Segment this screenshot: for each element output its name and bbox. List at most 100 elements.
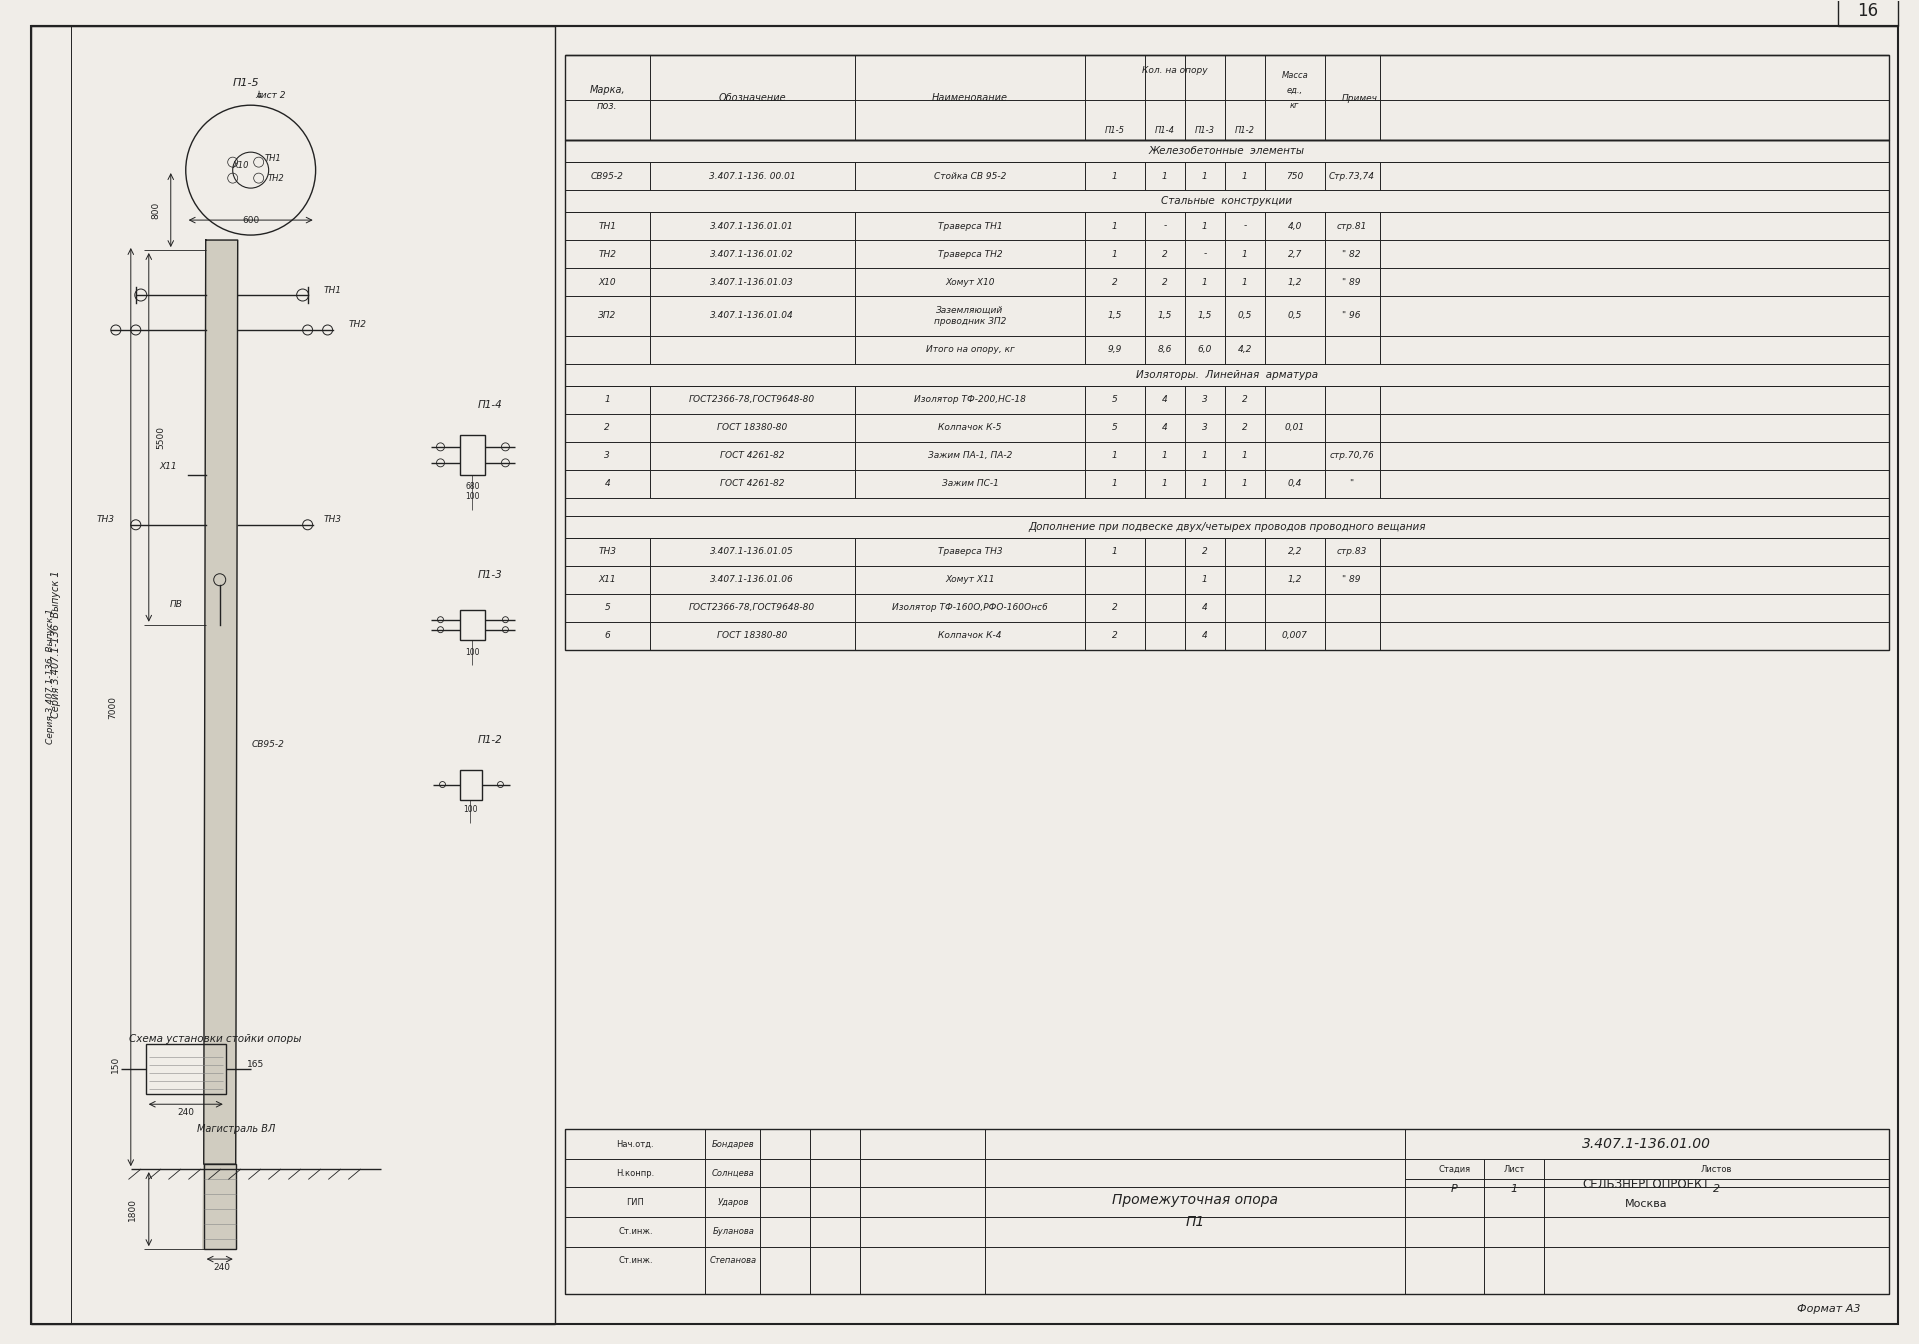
Text: кг: кг <box>1290 101 1299 110</box>
Text: 6: 6 <box>604 632 610 640</box>
Text: 6,0: 6,0 <box>1197 345 1213 355</box>
Text: 680: 680 <box>464 482 480 492</box>
Text: 3: 3 <box>1201 423 1207 433</box>
Text: 4: 4 <box>1201 603 1207 613</box>
Text: X10: X10 <box>599 277 616 286</box>
Bar <box>566 140 1888 649</box>
Text: Колпачок К-5: Колпачок К-5 <box>938 423 1002 433</box>
Text: 2: 2 <box>1161 277 1167 286</box>
Text: ГОСТ2366-78,ГОСТ9648-80: ГОСТ2366-78,ГОСТ9648-80 <box>689 395 816 405</box>
Text: TH2: TH2 <box>599 250 616 258</box>
Text: 1,2: 1,2 <box>1288 277 1301 286</box>
Text: Листов: Листов <box>1700 1165 1733 1173</box>
Text: 2: 2 <box>1242 423 1247 433</box>
Text: Зажим ПС-1: Зажим ПС-1 <box>942 480 998 488</box>
Text: Буланова: Буланова <box>712 1227 754 1235</box>
Text: П1-2: П1-2 <box>1234 126 1255 134</box>
Text: 4,2: 4,2 <box>1238 345 1251 355</box>
Text: Формат А3: Формат А3 <box>1798 1304 1861 1314</box>
Bar <box>566 55 1888 140</box>
Text: 1: 1 <box>1201 277 1207 286</box>
Text: 1: 1 <box>1242 250 1247 258</box>
Text: П1-5: П1-5 <box>1105 126 1125 134</box>
Text: 1: 1 <box>1242 480 1247 488</box>
Text: 5: 5 <box>1111 423 1117 433</box>
Text: Ст.инж.: Ст.инж. <box>618 1255 652 1265</box>
Bar <box>461 435 486 474</box>
Text: 100: 100 <box>464 648 480 657</box>
Text: ГОСТ 18380-80: ГОСТ 18380-80 <box>718 632 787 640</box>
Text: -: - <box>1203 250 1207 258</box>
Text: Ударов: Ударов <box>718 1198 748 1207</box>
Text: 3: 3 <box>1201 395 1207 405</box>
Text: Хомут X10: Хомут X10 <box>946 277 994 286</box>
Text: 3.407.1-136.01.06: 3.407.1-136.01.06 <box>710 575 794 585</box>
Text: TH2: TH2 <box>349 320 367 329</box>
Text: 1: 1 <box>1111 452 1117 461</box>
Text: Стойка CB 95-2: Стойка CB 95-2 <box>935 172 1006 180</box>
Text: 1: 1 <box>1161 480 1167 488</box>
Text: 4: 4 <box>1161 395 1167 405</box>
Text: TH2: TH2 <box>267 173 284 183</box>
Text: 1: 1 <box>1201 480 1207 488</box>
Text: 1: 1 <box>1242 277 1247 286</box>
Text: ГИП: ГИП <box>626 1198 645 1207</box>
Text: 600: 600 <box>242 215 259 224</box>
Text: ед.,: ед., <box>1286 86 1303 94</box>
Text: 7000: 7000 <box>107 696 117 719</box>
Text: " 82: " 82 <box>1343 250 1361 258</box>
Text: 2: 2 <box>1712 1184 1719 1195</box>
Text: 0,5: 0,5 <box>1288 312 1301 320</box>
Text: 8,6: 8,6 <box>1157 345 1173 355</box>
Text: 1: 1 <box>1111 547 1117 556</box>
Text: Солнцева: Солнцева <box>712 1169 754 1177</box>
Text: -: - <box>1163 222 1167 231</box>
Text: Стр.73,74: Стр.73,74 <box>1328 172 1374 180</box>
Text: 1: 1 <box>604 395 610 405</box>
Text: 1: 1 <box>1111 222 1117 231</box>
Text: стр.83: стр.83 <box>1336 547 1366 556</box>
Text: 1,5: 1,5 <box>1197 312 1213 320</box>
Text: 1: 1 <box>1111 250 1117 258</box>
Text: X11: X11 <box>159 462 177 472</box>
Text: ГОСТ 4261-82: ГОСТ 4261-82 <box>720 452 785 461</box>
Text: 3.407.1-136.01.01: 3.407.1-136.01.01 <box>710 222 794 231</box>
Text: 5500: 5500 <box>155 426 165 449</box>
Text: TH3: TH3 <box>324 515 342 524</box>
Text: 1800: 1800 <box>129 1198 138 1220</box>
Text: Кол. на опору: Кол. на опору <box>1142 66 1207 75</box>
Text: стр.70,76: стр.70,76 <box>1330 452 1374 461</box>
Text: Итого на опору, кг: Итого на опору, кг <box>925 345 1015 355</box>
Text: Марка,: Марка, <box>589 85 626 95</box>
Text: поз.: поз. <box>597 101 618 112</box>
Text: 2: 2 <box>1111 277 1117 286</box>
Bar <box>146 1044 226 1094</box>
Text: Обозначение: Обозначение <box>718 93 787 103</box>
Text: 3.407.1-136.01.04: 3.407.1-136.01.04 <box>710 312 794 320</box>
Text: 1: 1 <box>1510 1184 1518 1195</box>
Text: 5: 5 <box>604 603 610 613</box>
Text: Дополнение при подвеске двух/четырех проводов проводного вещания: Дополнение при подвеске двух/четырех про… <box>1029 521 1426 532</box>
Text: Промежуточная опора: Промежуточная опора <box>1111 1193 1278 1207</box>
Text: 1: 1 <box>1201 575 1207 585</box>
Text: Заземляющий: Заземляющий <box>936 305 1004 314</box>
Text: TH1: TH1 <box>265 153 280 163</box>
Text: 165: 165 <box>248 1060 265 1068</box>
Text: 100: 100 <box>464 492 480 501</box>
Text: проводник ЗП2: проводник ЗП2 <box>935 317 1006 327</box>
Text: 3.407.1-136.01.05: 3.407.1-136.01.05 <box>710 547 794 556</box>
Bar <box>1838 0 1898 27</box>
Text: 1,5: 1,5 <box>1157 312 1173 320</box>
Text: П1-4: П1-4 <box>478 401 503 410</box>
Text: Масса: Масса <box>1282 71 1309 79</box>
Text: Железобетонные  элементы: Железобетонные элементы <box>1149 146 1305 156</box>
Text: Магистраль ВЛ: Магистраль ВЛ <box>196 1124 274 1134</box>
Text: TH1: TH1 <box>599 222 616 231</box>
Text: X10: X10 <box>232 161 249 169</box>
Text: Траверса TH1: Траверса TH1 <box>938 222 1002 231</box>
Bar <box>461 770 482 800</box>
Text: Бондарев: Бондарев <box>712 1140 754 1149</box>
Text: Серия 3.407.1-136  Выпуск 1: Серия 3.407.1-136 Выпуск 1 <box>46 607 56 743</box>
Text: П1-2: П1-2 <box>478 735 503 745</box>
Text: Серия 3.407.1-136  Выпуск 1: Серия 3.407.1-136 Выпуск 1 <box>52 571 61 719</box>
